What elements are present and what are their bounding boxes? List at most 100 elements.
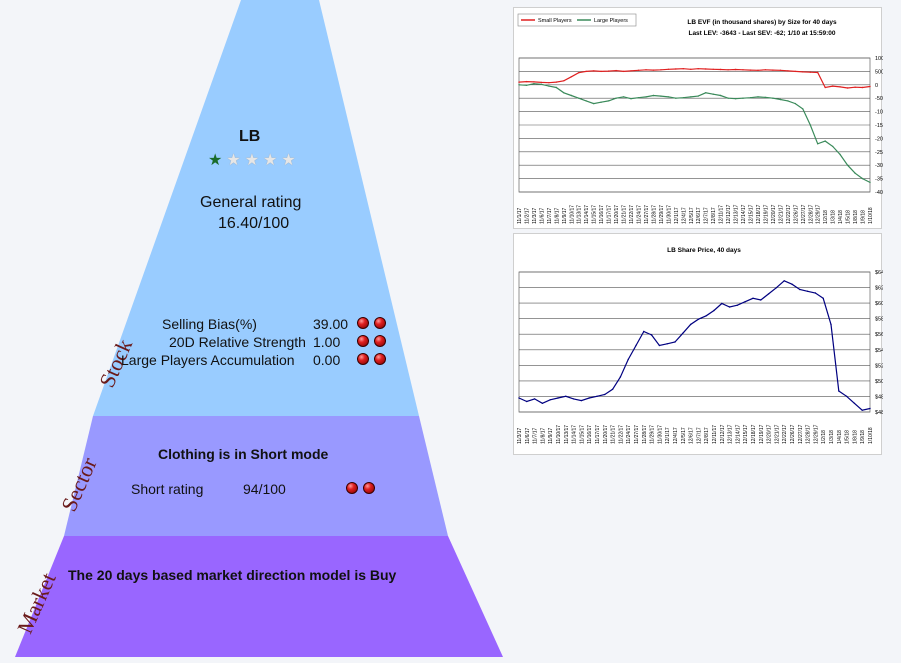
- indicator-ball-icon: [357, 353, 369, 365]
- x-tick-label: 12/19/17: [763, 204, 769, 224]
- data-point: [611, 388, 614, 390]
- data-point: [540, 81, 543, 84]
- data-point: [643, 330, 645, 333]
- y-tick-label: -1500: [875, 123, 883, 129]
- data-point: [742, 69, 744, 71]
- data-point: [822, 297, 824, 299]
- data-point: [854, 86, 856, 88]
- data-point: [799, 288, 801, 291]
- x-tick-label: 1/10/18: [868, 207, 874, 224]
- market-direction-title: The 20 days based market direction model…: [68, 567, 397, 583]
- x-tick-label: 12/13/17: [728, 424, 734, 444]
- data-point: [555, 86, 557, 89]
- y-tick-label: $60.0: [875, 301, 883, 307]
- x-tick-label: 12/12/17: [726, 204, 732, 224]
- general-rating-value: 16.40/100: [218, 215, 290, 232]
- data-point: [697, 68, 699, 70]
- x-tick-label: 1/3/18: [831, 210, 837, 224]
- series-line-large-players: [518, 83, 871, 183]
- data-point: [541, 402, 544, 404]
- x-tick-label: 11/28/17: [642, 425, 648, 444]
- x-tick-label: 11/14/17: [572, 425, 578, 444]
- data-point: [518, 84, 520, 86]
- x-tick-label: 12/7/17: [696, 427, 702, 444]
- legend-entry: Small Players: [538, 18, 572, 24]
- data-point: [570, 94, 572, 97]
- x-tick-label: 11/22/17: [629, 205, 635, 224]
- y-tick-label: $64.0: [875, 270, 883, 276]
- x-tick-label: 11/20/17: [603, 425, 609, 444]
- x-tick-label: 12/13/17: [734, 204, 740, 224]
- data-point: [578, 72, 580, 74]
- data-point: [742, 97, 744, 99]
- price-chart: LB Share Price, 40 days $64.0 $62.0 $60.0 $5…: [517, 247, 883, 444]
- data-point: [637, 97, 640, 99]
- y-tick-label: $48.0: [875, 410, 883, 416]
- data-point: [518, 81, 520, 83]
- data-point: [809, 71, 811, 73]
- x-tick-label: 12/18/17: [751, 424, 757, 444]
- x-tick-label: 11/3/17: [532, 207, 538, 224]
- x-tick-label: 12/20/17: [767, 424, 773, 444]
- data-point: [802, 108, 804, 110]
- data-point: [744, 301, 746, 303]
- x-tick-label: 11/27/17: [644, 205, 650, 224]
- x-tick-label: 11/13/17: [564, 425, 570, 444]
- x-tick-label: 1/2/18: [823, 210, 829, 224]
- x-tick-label: 11/27/17: [634, 425, 640, 444]
- evf-chart-panel: Small Players Large Players LB EVF (in tho…: [513, 7, 883, 229]
- metric-label-large-players: Large Players Accumulation: [121, 352, 295, 368]
- data-point: [666, 343, 668, 345]
- data-point: [548, 82, 550, 84]
- data-point: [604, 393, 606, 396]
- data-point: [533, 81, 535, 83]
- data-point: [791, 283, 793, 285]
- data-point: [578, 97, 580, 99]
- indicator-ball-icon: [357, 335, 369, 347]
- data-point: [830, 323, 832, 326]
- data-point: [783, 280, 785, 282]
- metric-value-large-players: 0.00: [313, 352, 341, 368]
- y-tick-label: $52.0: [875, 363, 883, 369]
- data-point: [713, 309, 715, 312]
- stock-ticker: LB: [239, 128, 261, 145]
- x-tick-label: 1/8/18: [853, 210, 859, 224]
- data-point: [779, 98, 782, 101]
- data-point: [839, 86, 841, 88]
- star-empty-icon: ★: [263, 152, 278, 169]
- x-tick-label: 11/1/17: [517, 207, 523, 224]
- x-tick-label: 12/4/17: [681, 207, 687, 224]
- x-tick-label: 11/10/17: [569, 205, 575, 224]
- data-point: [779, 69, 782, 71]
- y-tick-label: -1000: [875, 110, 883, 116]
- data-point: [627, 358, 629, 361]
- y-tick-label: -3500: [875, 177, 883, 183]
- x-tick-label: 12/7/17: [704, 207, 710, 224]
- x-tick-label: 1/5/18: [845, 430, 851, 444]
- data-point: [757, 96, 759, 98]
- y-tick-label: -500: [875, 96, 883, 102]
- data-point: [712, 68, 714, 70]
- data-point: [757, 69, 759, 71]
- data-point: [600, 101, 602, 103]
- data-point: [619, 376, 622, 378]
- data-point: [557, 397, 559, 399]
- data-point: [787, 100, 789, 102]
- data-point: [794, 70, 796, 73]
- data-point: [525, 80, 528, 83]
- chart-title: LB Share Price, 40 days: [667, 247, 741, 254]
- data-point: [600, 70, 602, 73]
- x-tick-label: 11/8/17: [540, 427, 546, 444]
- x-tick-label: 11/30/17: [666, 205, 672, 224]
- data-point: [645, 69, 647, 71]
- data-point: [817, 143, 819, 145]
- x-tick-label: 12/1/17: [674, 207, 680, 224]
- x-tick-label: 12/8/17: [704, 427, 710, 444]
- x-tick-label: 1/4/18: [838, 210, 844, 224]
- y-tick-label: $48.0: [875, 394, 883, 400]
- data-point: [832, 85, 834, 87]
- x-tick-label: 11/14/17: [584, 205, 590, 224]
- data-point: [658, 344, 661, 347]
- data-point: [767, 293, 770, 295]
